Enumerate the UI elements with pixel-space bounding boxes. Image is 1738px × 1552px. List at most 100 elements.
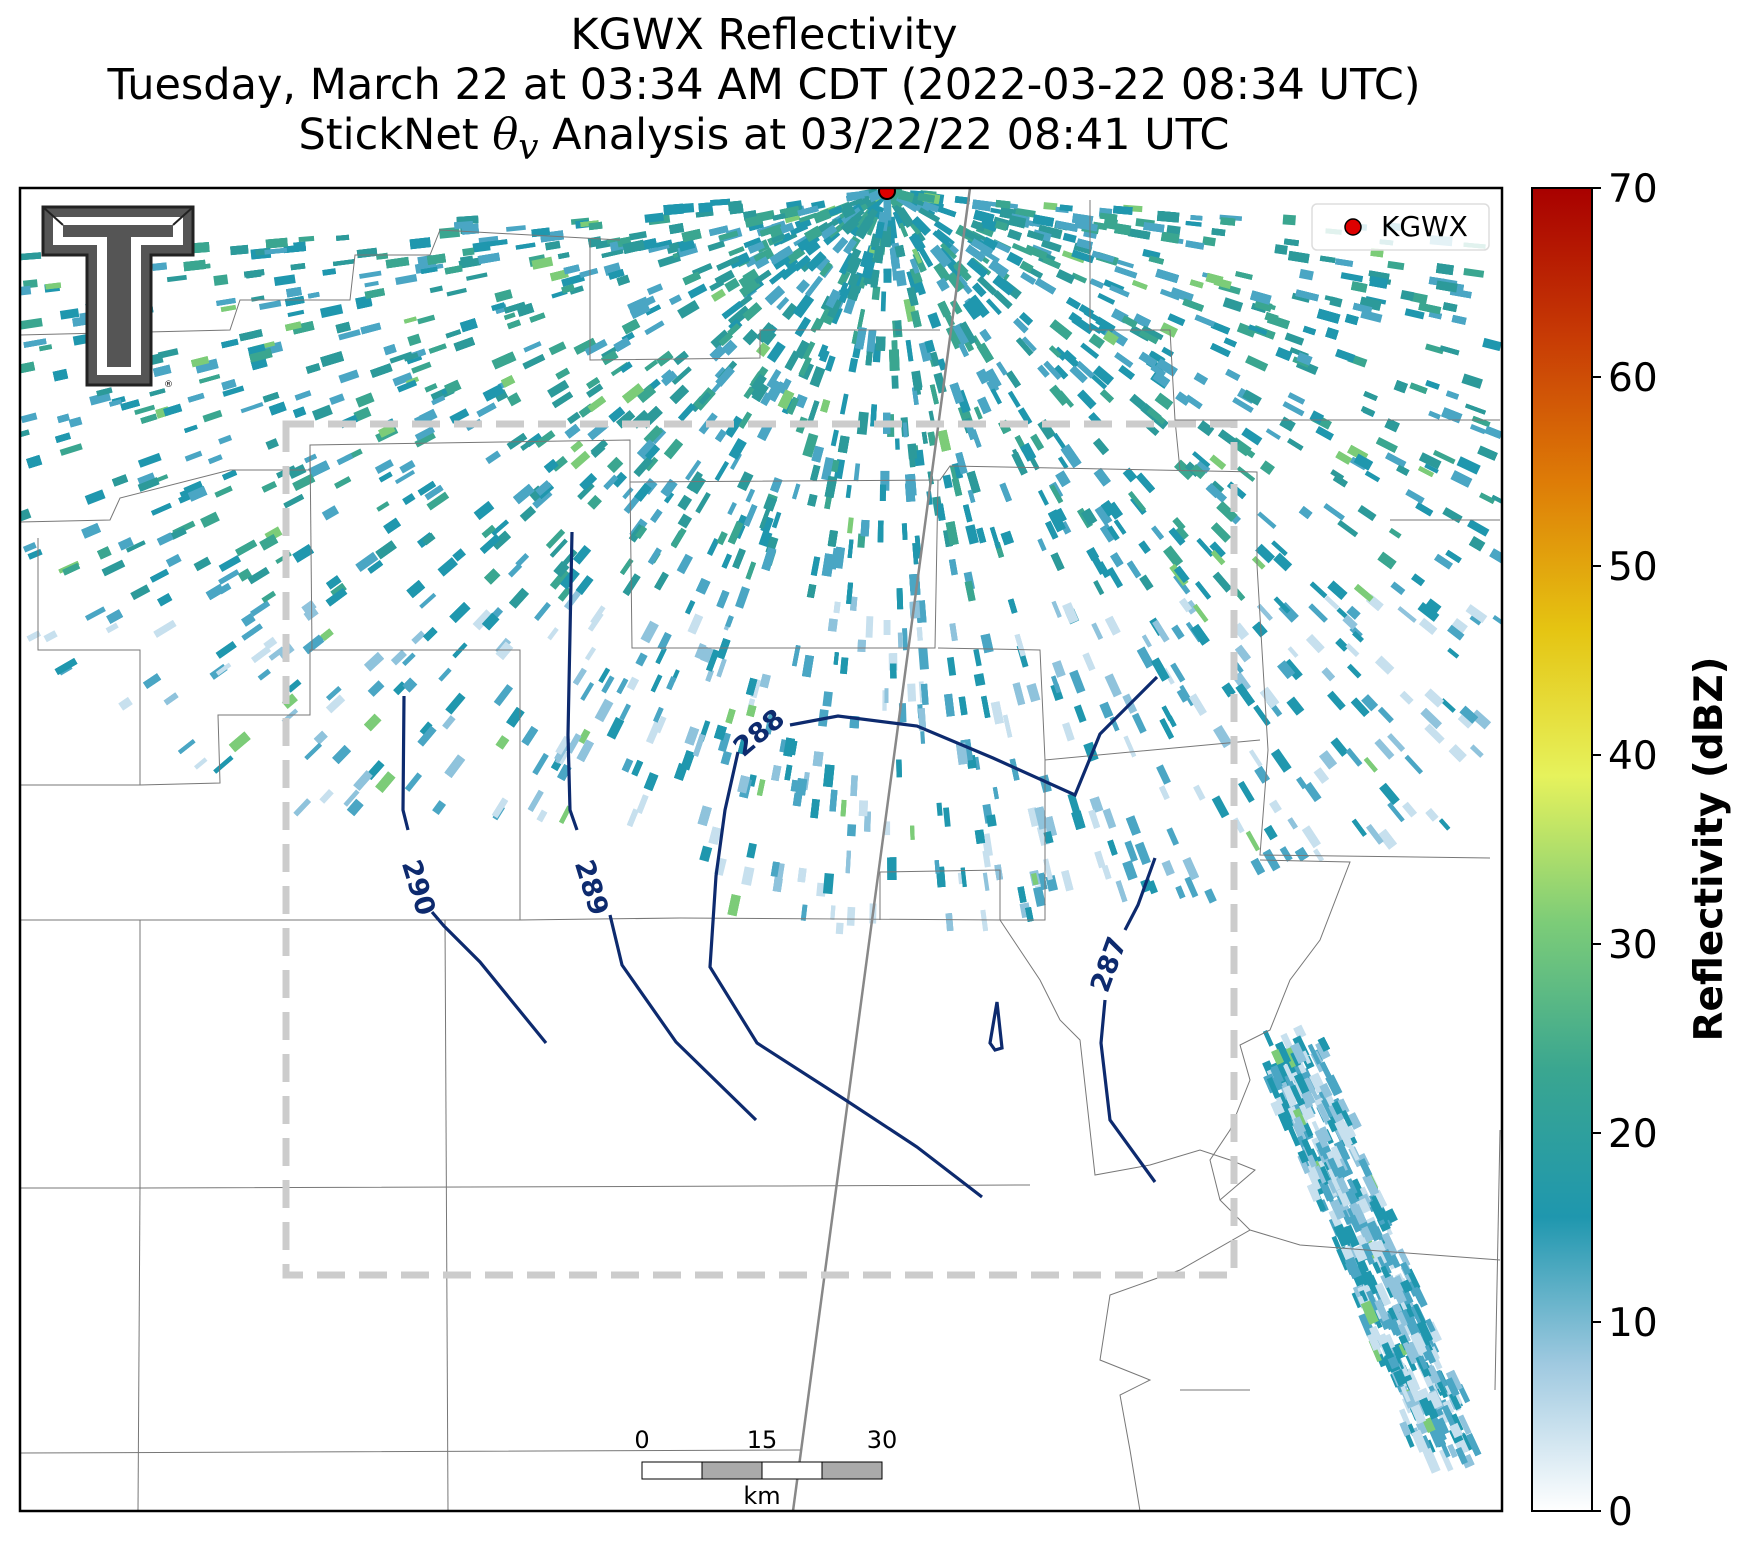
echo-gate <box>1456 456 1481 475</box>
echo-gate <box>493 684 514 707</box>
echo-gate <box>27 548 43 560</box>
echo-gate <box>376 501 390 512</box>
echo-gate <box>319 304 344 318</box>
echo-gate <box>619 703 632 721</box>
echo-gate <box>830 429 839 447</box>
echo-gate <box>152 262 168 271</box>
echo-gate <box>1461 373 1483 389</box>
echo-gate <box>1417 602 1440 622</box>
echo-gate <box>445 692 466 715</box>
echo-gate <box>728 252 751 269</box>
echo-gate <box>1402 801 1418 818</box>
radar-site-marker <box>878 188 896 200</box>
echo-gate <box>909 221 923 235</box>
echo-gate <box>1163 545 1184 568</box>
echo-gate <box>20 508 32 524</box>
colorbar-fill <box>1532 188 1592 1511</box>
echo-gate <box>735 586 750 609</box>
echo-gate <box>1331 1235 1341 1250</box>
echo-gate <box>1139 574 1154 591</box>
echo-gate <box>1142 248 1161 260</box>
echo-gate <box>781 302 799 321</box>
echo-gate <box>666 241 682 255</box>
echo-gate <box>741 866 755 886</box>
echo-gate <box>137 452 162 468</box>
echo-gate <box>570 450 591 470</box>
echo-gate <box>1329 296 1343 308</box>
echo-gate <box>1175 525 1189 540</box>
echo-gate <box>1017 407 1033 426</box>
echo-gate <box>1077 389 1097 410</box>
echo-gate <box>402 493 416 506</box>
echo-gate <box>452 548 467 562</box>
echo-gate <box>134 404 156 416</box>
echo-gate <box>485 450 501 465</box>
echo-gate <box>1091 622 1104 641</box>
echo-gate <box>1364 470 1381 483</box>
echo-gate <box>896 759 902 778</box>
echo-gate <box>905 482 916 502</box>
echo-gate <box>1071 272 1088 284</box>
legend: KGWX <box>1311 203 1490 251</box>
echo-gate <box>265 438 279 450</box>
echo-gate <box>281 693 298 710</box>
echo-gate <box>1113 205 1133 215</box>
echo-gate <box>677 299 700 319</box>
echo-gate <box>1410 292 1428 305</box>
echo-gate <box>1340 272 1364 283</box>
echo-gate <box>519 505 537 522</box>
echo-gate <box>1222 297 1244 313</box>
echo-gate <box>396 379 418 393</box>
echo-gate <box>973 648 982 667</box>
echo-gate <box>1129 393 1147 410</box>
echo-gate <box>1037 418 1056 440</box>
echo-gate <box>706 538 720 556</box>
echo-gate <box>319 788 334 804</box>
echo-gate <box>850 775 858 797</box>
echo-gate <box>429 285 444 294</box>
echo-gate <box>89 391 112 406</box>
echo-gate <box>884 688 889 703</box>
echo-gate <box>1156 210 1180 223</box>
echo-gate <box>1451 618 1468 634</box>
echo-gate <box>465 272 488 281</box>
echo-gate <box>193 556 212 572</box>
echo-gate <box>392 372 413 387</box>
echo-gate <box>1073 704 1087 723</box>
echo-gate <box>1241 427 1263 446</box>
echo-gate <box>442 715 456 730</box>
echo-gate <box>880 291 887 312</box>
echo-gate <box>437 557 458 577</box>
scale-tick-0: 0 <box>634 1426 649 1454</box>
echo-gate <box>727 501 737 516</box>
echo-gate <box>1007 390 1021 408</box>
echo-gate <box>1170 662 1186 683</box>
echo-gate <box>936 802 943 816</box>
echo-gate <box>986 814 997 827</box>
echo-gate <box>1327 690 1346 711</box>
echo-gate <box>1062 232 1077 244</box>
echo-gate <box>1270 748 1292 773</box>
echo-gate <box>846 906 856 926</box>
echo-gate <box>399 460 416 474</box>
echo-gate <box>311 404 333 421</box>
echo-gate <box>1293 1024 1307 1040</box>
echo-gate <box>1282 214 1296 226</box>
echo-gate <box>644 456 659 472</box>
echo-gate <box>411 630 426 645</box>
echo-gate <box>230 244 249 256</box>
echo-gate <box>1094 504 1113 526</box>
echo-gate <box>1131 712 1147 734</box>
echo-gate <box>879 484 887 502</box>
echo-gate <box>1089 373 1108 390</box>
echo-gate <box>1287 646 1299 658</box>
echo-gate <box>594 698 614 723</box>
echo-gate <box>157 348 179 359</box>
echo-gate <box>1361 694 1379 712</box>
echo-gate <box>1068 311 1083 325</box>
echo-gate <box>130 584 151 601</box>
echo-gate <box>1146 880 1158 895</box>
echo-gate <box>890 663 897 679</box>
echo-gate <box>857 639 867 653</box>
echo-gate <box>883 199 892 221</box>
